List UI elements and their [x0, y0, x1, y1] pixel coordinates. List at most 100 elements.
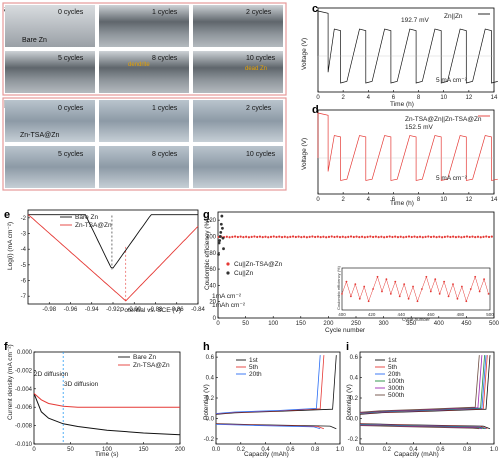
panel-g-xtick-label-4: 200 [323, 321, 334, 327]
panel-g-point-tsa-271 [366, 235, 369, 238]
panel-i-legend-2: 20th [388, 371, 401, 378]
tile-b-caption-8: 8 cycles [152, 151, 178, 158]
panel-d-xtick-label-7: 14 [491, 197, 498, 203]
panel-i-charge-1 [359, 355, 488, 415]
panel-g-xtick-label-10: 500 [489, 321, 500, 327]
panel-f-ytick-label-1: -0.002 [15, 368, 33, 374]
panel-g-point-tsa-71 [256, 235, 259, 239]
panel-e-bare-zn-line [28, 214, 198, 269]
panel-c-ylabel: Voltage (V) [301, 38, 308, 70]
panel-f-xtick-label-2: 100 [102, 447, 113, 453]
panel-h-xlabel: Capacity (mAh) [244, 451, 289, 458]
panel-h-label: h [203, 341, 210, 353]
panel-g-point-tsa-466 [474, 236, 477, 239]
tile-b-2 [193, 100, 283, 142]
panel-g-point-tsa-281 [372, 235, 375, 239]
panel-g-point-tsa-246 [352, 235, 355, 239]
panel-g-point-tsa-276 [369, 235, 372, 238]
panel-g-point-tsa-351 [410, 235, 413, 239]
panel-g-point-cu-zn-7 [221, 226, 224, 230]
panel-e-ytick-label-3: -5 [21, 263, 27, 269]
panel-g-point-tsa-371 [421, 236, 424, 239]
panel-e-ylabel: Log(i) (mA cm⁻²) [7, 222, 14, 270]
panel-g-point-tsa-231 [344, 236, 347, 239]
panel-h-charge-2 [215, 355, 321, 414]
panel-c-xtick-label-0: 0 [316, 95, 320, 101]
panel-g-point-cu-zn-6 [220, 214, 224, 218]
panel-g-point-tsa-181 [316, 235, 320, 238]
panel-g-ytick-label-1: 20 [209, 300, 216, 306]
sample-label-bare-zn: Bare Zn [22, 37, 47, 44]
panel-g-point-tsa-401 [438, 235, 441, 238]
panel-i-charge-2 [359, 355, 487, 414]
panel-g-point-tsa-431 [454, 236, 458, 239]
panel-g-ytick-label-5: 100 [206, 234, 217, 240]
panel-c-xtick-label-2: 4 [367, 95, 371, 101]
panel-g-inset-xtick-3: 460 [427, 312, 435, 317]
panel-h-ylabel: Potential (V) [203, 384, 210, 420]
panel-g-point-tsa-291 [377, 236, 380, 239]
panel-g-point-tsa-46 [242, 236, 245, 239]
panel-g-point-tsa-106 [275, 235, 278, 239]
tile-a-0 [5, 5, 95, 47]
panel-c-legend: Zn||Zn [444, 13, 463, 20]
panel-f-xtick-label-4: 200 [175, 447, 186, 453]
panel-i-frame [359, 351, 495, 445]
panel-g-point-tsa-176 [314, 235, 317, 239]
panel-i-xtick-label-2: 0.4 [409, 447, 418, 453]
panel-e-xlabel: Potential vs. SCE (V) [120, 307, 181, 314]
panel-g-point-tsa-296 [380, 235, 383, 238]
panel-e-xtick-label-3: -0.92 [106, 307, 120, 313]
panel-g-point-cu-zn-3 [218, 235, 222, 238]
panel-e-plot: -0.98 -0.96 -0.94 -0.92 -0.90 -0.88 -0.86 -0.84… [21, 209, 205, 313]
panel-f-3d-annot: 3D diffusion [64, 381, 99, 388]
panel-g-point-tsa-101 [272, 235, 275, 238]
panel-c-current: 5 mA cm⁻² [436, 77, 468, 84]
panel-g-legend-1: Cu||Zn [234, 270, 254, 277]
tile-a-8 [99, 51, 189, 93]
panel-e-legend-0: Bare Zn [75, 214, 99, 221]
panel-i-legend-0: 1st [388, 357, 397, 364]
panel-g-point-tsa-126 [286, 236, 289, 239]
panel-g-point-tsa-451 [465, 235, 469, 238]
panel-g-point-tsa-386 [429, 235, 433, 239]
panel-i-label: i [346, 341, 349, 353]
panel-g-point-tsa-51 [245, 235, 248, 238]
panel-c-xtick-label-3: 6 [392, 95, 396, 101]
panel-g-point-tsa-121 [283, 235, 286, 238]
tile-b-8 [99, 146, 189, 188]
panel-e-xtick-label-5: -0.88 [149, 307, 163, 313]
panel-g-point-cu-zn-2 [218, 239, 222, 242]
panel-f-legend-0: Bare Zn [133, 354, 157, 361]
panel-h-ytick-label-0: -0.2 [204, 437, 215, 443]
panel-i-xlabel: Capacity (mAh) [394, 451, 439, 458]
panel-h-ytick-label-3: 0.4 [206, 376, 215, 382]
panel-c-xtick-label-7: 14 [491, 95, 498, 101]
panel-i-charge-4 [359, 355, 483, 414]
panel-g-point-tsa-391 [432, 235, 435, 238]
panel-g-inset-xtick-5: 500 [486, 312, 494, 317]
panel-f-plot: 0 50 100 150 200 0.000 -0.002 -0.004 -0.006 -0.00… [15, 350, 186, 453]
panel-i-legend-3: 100th [388, 378, 405, 385]
panel-d-xtick-label-1: 2 [341, 197, 345, 203]
panel-g-ytick-label-2: 40 [209, 283, 216, 289]
panel-g-point-tsa-211 [333, 235, 336, 239]
panel-d-label: d [312, 104, 319, 116]
panel-i-plot: 0.0 0.2 0.4 0.6 0.8 1.0 -0.2 0.0 0.2 0.4 0.6 1st5th… [348, 351, 499, 453]
panel-e-ytick-label-1: -3 [21, 232, 27, 238]
panel-a-border [2, 2, 287, 96]
tile-a-5 [5, 51, 95, 93]
panel-c-plot: 0 2 4 6 8 10 12 14 [316, 7, 498, 101]
panel-i-ytick-label-1: 0.0 [350, 416, 359, 422]
panel-g-point-tsa-21 [228, 236, 231, 239]
panel-g-xtick-label-7: 350 [406, 321, 417, 327]
panel-g-inset-xtick-1: 420 [368, 312, 376, 317]
panel-g-point-tsa-331 [399, 235, 402, 238]
panel-g-point-tsa-136 [291, 235, 295, 238]
panel-g-xlabel: Cycle number [325, 327, 366, 334]
panel-g-ytick-label-4: 80 [209, 251, 216, 257]
panel-g-inset-line [341, 276, 489, 303]
panel-g-point-tsa-256 [358, 236, 361, 239]
panel-g-point-tsa-321 [394, 235, 397, 238]
panel-h-xtick-label-1: 0.2 [237, 447, 246, 453]
